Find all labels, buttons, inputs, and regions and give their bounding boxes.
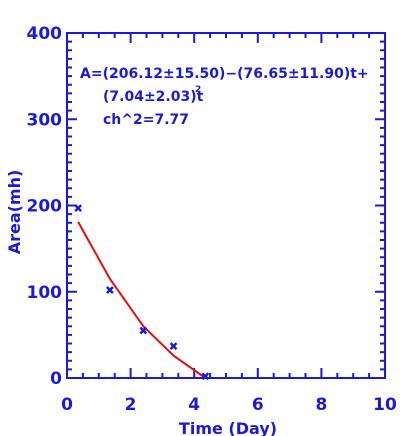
data-point — [106, 286, 114, 294]
x-tick-label: 10 — [373, 395, 397, 415]
data-point-stroke — [106, 286, 114, 294]
fit-annotation: A=(206.12±15.50)−(76.65±11.90)t+ (7.04±2… — [80, 66, 369, 128]
data-point-stroke — [139, 326, 148, 335]
data-point — [201, 372, 210, 381]
data-point — [169, 342, 178, 350]
y-tick-label: 200 — [27, 197, 63, 217]
annotation-exponent: 2 — [195, 85, 201, 95]
x-axis-title: Time (Day) — [179, 419, 277, 436]
x-tick-label: 6 — [252, 395, 264, 415]
fit-line — [77, 221, 206, 379]
annotation-line-2: (7.04±2.03)t — [103, 89, 204, 105]
y-tick-label: 100 — [27, 283, 63, 303]
x-tick-label: 8 — [315, 395, 327, 415]
y-tick-label: 300 — [27, 110, 63, 130]
x-tick-label: 2 — [125, 395, 137, 415]
data-point — [139, 326, 148, 335]
x-tick-label: 0 — [61, 395, 73, 415]
y-tick-label: 0 — [50, 369, 62, 389]
annotation-line-3: ch^2=7.77 — [103, 112, 189, 128]
data-point-stroke — [169, 342, 178, 350]
data-point — [74, 204, 83, 212]
axes — [66, 32, 386, 379]
y-tick-label: 400 — [27, 24, 63, 44]
data-point-stroke — [74, 204, 83, 212]
annotation-line-1: A=(206.12±15.50)−(76.65±11.90)t+ — [80, 66, 369, 82]
x-tick-label: 4 — [188, 395, 200, 415]
ticks — [66, 32, 386, 379]
plot-frame — [66, 32, 386, 379]
y-axis-title: Area(mh) — [5, 170, 24, 255]
data-marks — [74, 204, 210, 381]
data-point-stroke — [201, 372, 210, 381]
